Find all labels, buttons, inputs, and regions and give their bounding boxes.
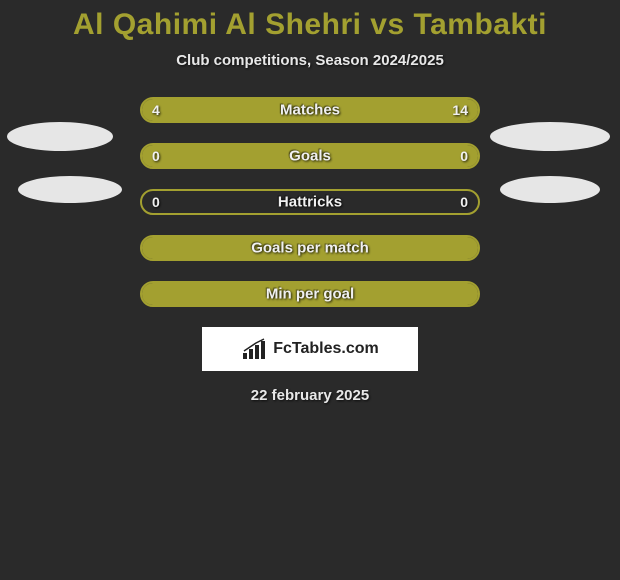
ellipse-left-2 <box>18 176 122 203</box>
stat-fill-right <box>216 99 478 121</box>
stat-label: Goals per match <box>251 240 369 257</box>
ellipse-right-2 <box>500 176 600 203</box>
stat-value-left: 0 <box>152 148 160 164</box>
chart-icon <box>241 337 269 361</box>
stat-row: 4 14 Matches <box>0 97 620 123</box>
stat-bar: 0 0 Hattricks <box>140 189 480 215</box>
page-title: Al Qahimi Al Shehri vs Tambakti <box>0 0 620 42</box>
stat-bar: Goals per match <box>140 235 480 261</box>
stat-row: Min per goal <box>0 281 620 307</box>
stat-row: Goals per match <box>0 235 620 261</box>
stat-label: Min per goal <box>266 286 354 303</box>
stat-value-left: 4 <box>152 102 160 118</box>
stat-bar: 4 14 Matches <box>140 97 480 123</box>
stat-value-right: 14 <box>452 102 468 118</box>
stat-bar: Min per goal <box>140 281 480 307</box>
badge-text: FcTables.com <box>273 340 379 358</box>
stat-label: Goals <box>289 148 331 165</box>
source-badge: FcTables.com <box>202 327 418 371</box>
ellipse-left-1 <box>7 122 113 151</box>
ellipse-right-1 <box>490 122 610 151</box>
stat-value-right: 0 <box>460 194 468 210</box>
stat-label: Matches <box>280 102 340 119</box>
stat-value-left: 0 <box>152 194 160 210</box>
subtitle: Club competitions, Season 2024/2025 <box>0 52 620 69</box>
stat-bar: 0 0 Goals <box>140 143 480 169</box>
stat-label: Hattricks <box>278 194 342 211</box>
date-text: 22 february 2025 <box>0 387 620 404</box>
stat-value-right: 0 <box>460 148 468 164</box>
